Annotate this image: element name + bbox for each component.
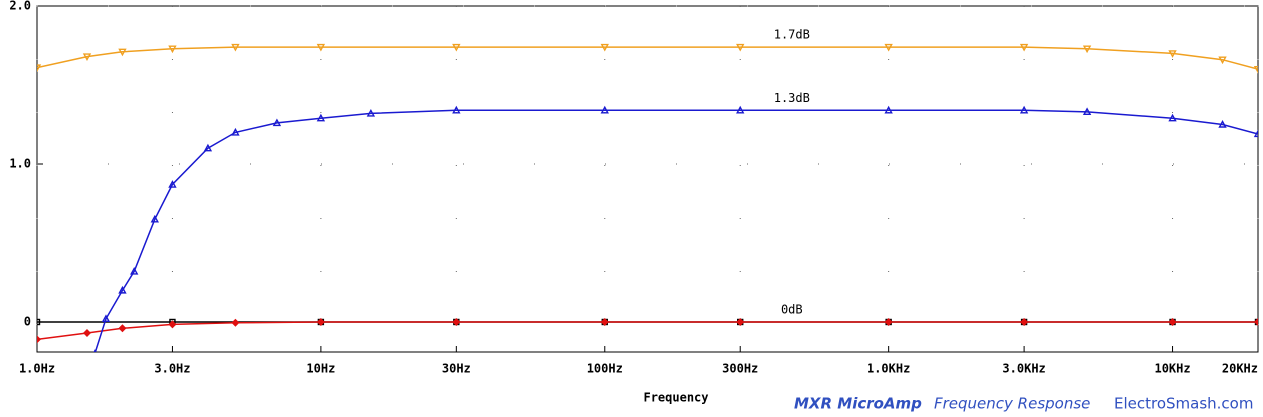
- marker: [203, 143, 213, 152]
- marker: [1168, 317, 1177, 326]
- marker: [884, 105, 893, 114]
- y-tick-label: 0: [24, 314, 31, 328]
- curve-label: 1.7dB: [774, 28, 810, 42]
- marker: [37, 318, 41, 326]
- marker: [231, 318, 240, 327]
- marker: [316, 43, 326, 52]
- marker: [1218, 56, 1227, 65]
- marker: [1082, 107, 1092, 116]
- marker: [93, 349, 97, 352]
- curve-label: 0dB: [781, 302, 803, 316]
- x-axis-label: Frequency: [643, 391, 708, 405]
- marker: [118, 324, 127, 333]
- series-line: [94, 109, 1258, 352]
- x-tick-label: 100Hz: [587, 362, 623, 376]
- marker: [452, 317, 461, 326]
- marker: [37, 335, 41, 344]
- marker: [1218, 120, 1227, 128]
- plot-frame: [36, 5, 1259, 353]
- marker: [1253, 129, 1258, 138]
- marker: [600, 105, 609, 114]
- marker: [316, 317, 325, 326]
- x-tick-label: 3.0KHz: [1002, 362, 1045, 376]
- marker: [366, 108, 376, 117]
- series-line: [37, 46, 1258, 70]
- x-tick-label: 1.0KHz: [867, 362, 910, 376]
- marker: [884, 43, 893, 52]
- marker: [1253, 65, 1258, 74]
- marker: [82, 329, 91, 338]
- marker: [150, 214, 159, 223]
- marker: [1254, 317, 1258, 326]
- marker: [231, 43, 240, 52]
- marker: [1168, 113, 1177, 122]
- marker: [1168, 50, 1177, 58]
- curve-label: 1.3dB: [774, 91, 810, 105]
- marker: [168, 180, 177, 188]
- marker: [168, 45, 177, 54]
- marker: [1020, 317, 1029, 326]
- marker: [1019, 43, 1029, 52]
- footer-site: ElectroSmash.com: [1114, 395, 1253, 413]
- y-tick-label: 1.0: [9, 156, 31, 170]
- marker: [600, 317, 609, 326]
- x-tick-label: 10Hz: [306, 362, 335, 376]
- x-tick-label: 30Hz: [442, 362, 471, 376]
- marker: [272, 118, 282, 127]
- x-tick-label: 300Hz: [722, 362, 758, 376]
- footer-subtitle: Frequency Response: [934, 395, 1090, 413]
- marker: [82, 53, 92, 62]
- footer-title: MXR MicroAmp: [794, 395, 922, 413]
- marker: [452, 43, 461, 52]
- marker: [1082, 45, 1092, 54]
- marker: [37, 64, 42, 73]
- marker: [101, 314, 111, 323]
- marker: [316, 113, 326, 122]
- x-tick-label: 10KHz: [1154, 362, 1190, 376]
- marker: [1019, 105, 1029, 114]
- series-line: [37, 321, 1258, 341]
- y-tick-label: 2.0: [9, 0, 31, 13]
- x-tick-label: 20KHz: [1222, 362, 1258, 376]
- marker: [736, 105, 745, 114]
- plot-area: [37, 43, 1258, 352]
- marker: [736, 317, 745, 326]
- marker: [452, 105, 461, 114]
- marker: [231, 127, 240, 136]
- marker: [168, 320, 177, 329]
- marker: [600, 43, 609, 52]
- marker: [884, 317, 893, 326]
- x-tick-label: 3.0Hz: [154, 362, 190, 376]
- marker: [118, 285, 127, 294]
- x-tick-label: 1.0Hz: [19, 362, 55, 376]
- marker: [736, 43, 745, 52]
- marker: [118, 48, 127, 57]
- marker: [130, 266, 139, 275]
